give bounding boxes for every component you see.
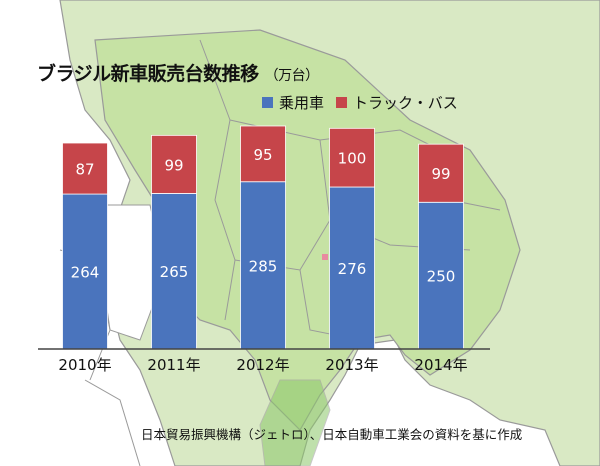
chart-title-text: ブラジル新車販売台数推移 (37, 63, 259, 85)
x-tick-label-4: 2013年 (325, 356, 378, 374)
bar-truck-bus-3 (240, 125, 286, 183)
legend-label-truck-bus: トラック・バス (353, 94, 458, 112)
map-capital-marker (322, 254, 328, 260)
x-tick-label-3: 2012年 (236, 356, 289, 374)
data-label-passenger-1: 264 (71, 264, 100, 282)
data-label-passenger-4: 276 (338, 260, 367, 278)
map-border-line-8 (84, 379, 141, 466)
legend-label-passenger: 乗用車 (279, 94, 325, 112)
legend-swatch-passenger (262, 97, 273, 108)
data-label-passenger-3: 285 (249, 257, 278, 275)
x-tick-label-2: 2011年 (147, 356, 200, 374)
bar-passenger-3 (240, 181, 286, 350)
bar-passenger-4 (329, 186, 375, 350)
chart-title: ブラジル新車販売台数推移 （万台） (37, 59, 319, 86)
data-label-passenger-2: 265 (160, 263, 189, 281)
bar-truck-bus-5 (418, 143, 464, 203)
bars-layer: 264 87 265 99 285 95 276 100 250 99 (62, 125, 464, 350)
x-tick-label-5: 2014年 (414, 356, 467, 374)
bar-truck-bus-1 (62, 142, 108, 195)
legend-swatch-truck-bus (336, 97, 348, 108)
data-label-truck-bus-2: 99 (164, 156, 183, 174)
data-label-truck-bus-5: 99 (431, 165, 450, 183)
chart-unit-label: （万台） (264, 68, 320, 84)
source-note: 日本貿易振興機構（ジェトロ）、日本自動車工業会の資料を基に作成 (141, 427, 523, 442)
x-tick-labels: 2010年 2011年 2012年 2013年 2014年 (58, 356, 467, 374)
legend-item-passenger: 乗用車 (262, 92, 324, 113)
data-label-passenger-5: 250 (427, 268, 456, 286)
x-tick-label-1: 2010年 (58, 356, 111, 374)
bar-passenger-1 (62, 193, 108, 350)
legend-item-truck-bus: トラック・バス (336, 92, 458, 113)
map-border-line-1 (199, 39, 236, 321)
data-label-truck-bus-3: 95 (253, 146, 272, 164)
bar-truck-bus-4 (329, 127, 375, 188)
bar-passenger-2 (151, 193, 197, 350)
bar-passenger-5 (418, 201, 464, 350)
data-label-truck-bus-1: 87 (75, 161, 94, 179)
data-label-truck-bus-4: 100 (338, 150, 367, 168)
bar-truck-bus-2 (151, 134, 197, 194)
chart-legend: 乗用車 トラック・バス (262, 92, 470, 113)
map-green-region-south (259, 379, 331, 466)
